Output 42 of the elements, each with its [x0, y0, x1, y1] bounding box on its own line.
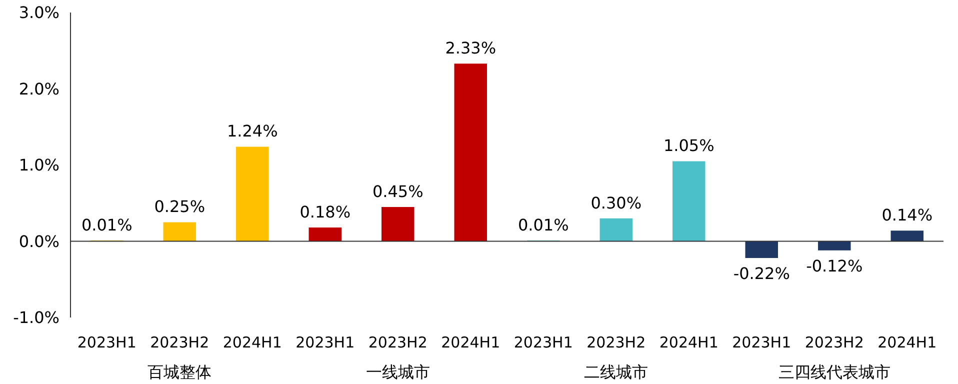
x-tick-label: 2023H1: [514, 334, 573, 352]
data-label: 0.30%: [590, 193, 642, 212]
data-label: 0.25%: [154, 197, 206, 216]
x-tick-label: 2024H1: [659, 334, 718, 352]
y-tick-label: 3.0%: [18, 3, 60, 22]
x-tick-label: 2023H1: [77, 334, 136, 352]
data-label: 0.45%: [372, 182, 424, 201]
text: 百城整体: [148, 362, 212, 382]
x-tick-label: 2024H1: [441, 334, 500, 352]
data-label: 1.24%: [226, 122, 278, 141]
x-tick-label: 2023H2: [586, 334, 646, 352]
x-tick-label: 2024H1: [878, 334, 937, 352]
y-tick-label: 1.0%: [18, 156, 60, 174]
bar: [308, 228, 342, 242]
data-label: -0.12%: [806, 256, 863, 276]
y-tick-label: 0.0%: [18, 232, 60, 251]
x-tick-label: 2023H2: [368, 334, 428, 352]
text: 二线城市: [584, 362, 648, 382]
data-label: 0.01%: [518, 215, 569, 234]
x-tick-label: 2023H1: [296, 334, 355, 352]
x-tick-label: 2023H2: [150, 334, 210, 352]
data-label: 1.05%: [663, 136, 714, 156]
data-label: 0.01%: [81, 215, 132, 234]
data-label: -0.22%: [733, 264, 790, 284]
data-label: 0.18%: [300, 202, 351, 222]
data-label: 0.14%: [882, 206, 933, 225]
text: 三四线代表城市: [778, 362, 890, 382]
x-tick-label: 2024H1: [222, 334, 282, 352]
bar: [600, 218, 632, 242]
bar: [454, 64, 487, 242]
y-tick-label: -1.0%: [13, 308, 60, 327]
bar: [745, 241, 778, 258]
bar: [890, 230, 924, 242]
data-label: 2.33%: [445, 38, 496, 58]
x-tick-label: 2023H2: [804, 334, 864, 352]
y-tick-label: 2.0%: [18, 79, 60, 98]
bar: [163, 222, 196, 242]
bar: [672, 161, 706, 242]
text: 一线城市: [366, 362, 430, 382]
bar: [382, 206, 414, 242]
x-tick-label: 2023H1: [732, 334, 792, 352]
bar: [236, 146, 269, 242]
